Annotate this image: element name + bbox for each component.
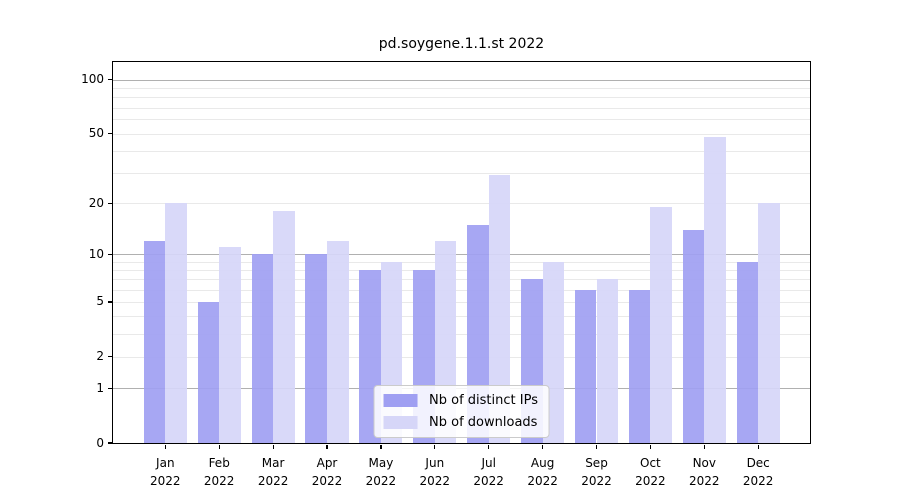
y-tick-label: 2: [96, 349, 104, 364]
y-tick-label: 100: [81, 72, 104, 87]
x-tick-mark: [542, 444, 544, 449]
y-tick-label: 1: [96, 380, 104, 395]
bar-downloads-feb: [219, 247, 241, 443]
legend-label-distinct-ips: Nb of distinct IPs: [429, 393, 538, 408]
x-tick-mark: [380, 444, 382, 449]
bar-distinct-ips-dec: [736, 261, 759, 443]
x-tick-mark: [757, 444, 759, 449]
y-tick-mark: [108, 79, 113, 81]
y-tick-mark: [108, 387, 113, 390]
x-tick-label-jun: Jun 2022: [419, 456, 451, 488]
y-tick-label: 0: [96, 435, 104, 450]
bar-downloads-jan: [165, 203, 187, 443]
y-tick-label: 10: [88, 246, 104, 261]
x-tick-label-may: May 2022: [365, 456, 397, 488]
gridline-minor: [113, 97, 810, 99]
x-tick-label-jul: Jul 2022: [473, 456, 504, 488]
bar-distinct-ips-mar: [251, 254, 274, 443]
y-tick-mark: [108, 442, 113, 444]
y-tick-mark: [108, 301, 113, 303]
legend-swatch-distinct-ips: [383, 394, 418, 407]
bar-downloads-apr: [327, 241, 349, 443]
y-tick-mark: [108, 132, 113, 135]
bar-downloads-mar: [273, 211, 295, 443]
legend-item-downloads: Nb of downloads: [383, 415, 538, 430]
bar-downloads-nov: [704, 136, 726, 443]
y-tick-mark: [108, 202, 113, 205]
x-tick-mark: [164, 444, 166, 449]
legend-label-downloads: Nb of downloads: [429, 415, 538, 430]
bar-downloads-dec: [758, 203, 780, 443]
gridline-minor: [113, 172, 810, 174]
gridline-minor: [113, 119, 810, 121]
y-tick-mark: [108, 253, 113, 255]
bar-downloads-jul: [488, 175, 511, 443]
y-tick-label: 20: [88, 195, 104, 210]
x-tick-mark: [218, 444, 220, 449]
bar-distinct-ips-jan: [143, 241, 166, 443]
x-tick-label-feb: Feb 2022: [203, 456, 235, 488]
legend-item-distinct-ips: Nb of distinct IPs: [383, 393, 538, 408]
gridline-minor: [113, 107, 810, 109]
gridline-minor: [113, 150, 810, 152]
y-tick-mark: [108, 355, 113, 358]
bar-downloads-oct: [650, 207, 672, 443]
gridline-minor: [113, 279, 810, 281]
plot-area: Nb of distinct IPs Nb of downloads: [113, 62, 810, 443]
bar-distinct-ips-feb: [197, 302, 220, 443]
x-tick-label-aug: Aug 2022: [527, 456, 558, 488]
x-tick-mark: [703, 444, 705, 449]
bar-distinct-ips-apr: [305, 254, 327, 443]
gridline-minor: [113, 289, 810, 291]
x-tick-mark: [488, 444, 490, 449]
gridline-minor: [113, 203, 810, 205]
x-tick-mark: [649, 444, 652, 449]
gridline-major: [113, 254, 810, 256]
x-tick-label-dec: Dec 2022: [742, 456, 774, 488]
gridline-minor: [113, 301, 810, 303]
gridline-minor: [113, 316, 810, 318]
x-tick-mark: [595, 444, 598, 449]
gridline-minor: [113, 87, 810, 89]
bar-distinct-ips-nov: [682, 229, 705, 443]
gridline-major: [113, 79, 810, 81]
x-tick-mark: [326, 444, 328, 449]
gridline-minor: [113, 356, 810, 358]
bar-distinct-ips-sep: [574, 289, 597, 443]
y-tick-label: 50: [88, 126, 104, 141]
gridline-minor: [113, 270, 810, 272]
x-tick-label-sep: Sep 2022: [581, 456, 612, 488]
x-tick-mark: [434, 444, 436, 449]
x-tick-mark: [272, 444, 274, 449]
x-tick-label-mar: Mar 2022: [257, 456, 289, 488]
bar-distinct-ips-oct: [628, 289, 651, 443]
gridline-minor: [113, 261, 810, 263]
gridline-minor: [113, 333, 810, 335]
gridline-minor: [113, 133, 810, 135]
bar-downloads-sep: [596, 279, 619, 443]
legend: Nb of distinct IPs Nb of downloads: [373, 385, 550, 438]
y-tick-label: 5: [96, 294, 104, 309]
x-tick-label-apr: Apr 2022: [311, 456, 343, 488]
chart-title: pd.soygene.1.1.st 2022: [378, 36, 545, 52]
x-tick-label-nov: Nov 2022: [689, 456, 720, 488]
x-tick-label-oct: Oct 2022: [635, 456, 666, 488]
legend-swatch-downloads: [383, 416, 418, 429]
x-tick-label-jan: Jan 2022: [150, 456, 181, 488]
